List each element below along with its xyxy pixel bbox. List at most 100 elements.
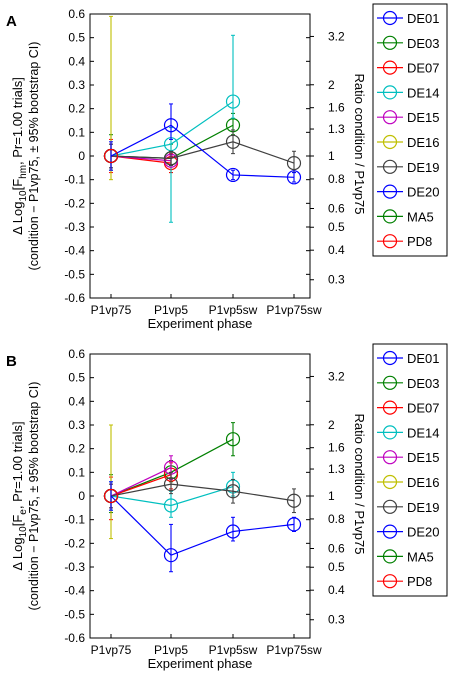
legend-label: DE20 (407, 525, 440, 540)
legend-marker (382, 159, 398, 174)
y-tick-label: -0.1 (64, 173, 85, 187)
y-tick-label: -0.1 (64, 513, 85, 527)
series-de14 (103, 34, 241, 223)
legend-marker (382, 524, 398, 539)
data-point (286, 170, 302, 185)
legend-label: DE07 (407, 401, 440, 416)
x-axis-label: Experiment phase (148, 656, 253, 671)
ratio-tick-label: 0.6 (328, 542, 345, 556)
series-line (110, 101, 234, 157)
x-tick-label: P1vp75sw (266, 643, 322, 657)
y-tick-label: 0.4 (68, 394, 85, 408)
y-tick-label: 0.3 (68, 78, 85, 92)
legend-marker (382, 474, 398, 490)
ratio-tick-label: 0.3 (328, 273, 345, 287)
y-tick-label: -0.3 (64, 220, 85, 234)
y-axis-label-line2: (condition − P1vp75, ± 95% bootstrap CI) (27, 42, 41, 271)
legend-marker (382, 425, 398, 440)
series-pd8 (103, 148, 119, 164)
y-tick-label: 0 (78, 149, 85, 163)
data-point (163, 548, 179, 563)
x-tick-label: P1vp5sw (209, 643, 258, 657)
series-group (103, 15, 302, 223)
legend-label: DE16 (407, 475, 440, 490)
data-point (163, 477, 179, 492)
legend-marker (382, 450, 398, 465)
right-axis-label: Ratio condition / P1vp75 (352, 74, 367, 215)
data-point (286, 517, 302, 532)
ratio-tick-label: 0.8 (328, 172, 345, 186)
ratio-tick-label: 1.3 (328, 122, 345, 136)
x-tick-label: P1vp75 (91, 643, 132, 657)
ratio-tick-label: 0.3 (328, 613, 345, 627)
y-tick-label: 0.6 (68, 7, 85, 21)
legend-marker (382, 60, 398, 75)
legend-marker (382, 134, 398, 150)
y-tick-label: -0.2 (64, 536, 85, 550)
y-tick-label: 0.1 (68, 125, 85, 139)
ratio-tick-label: 0.5 (328, 220, 345, 234)
series-de19 (103, 471, 302, 514)
ratio-tick-label: 3.2 (328, 369, 345, 383)
series-pd8 (103, 488, 119, 504)
y-tick-label: 0.6 (68, 347, 85, 361)
data-point (286, 493, 302, 508)
y-tick-label: 0.5 (68, 31, 85, 45)
legend-label: DE15 (407, 450, 440, 465)
x-axis-label: Experiment phase (148, 316, 253, 331)
ratio-tick-label: 1 (328, 489, 335, 503)
series-line (110, 495, 295, 556)
legend-marker (382, 549, 398, 564)
ratio-tick-label: 1.6 (328, 101, 345, 115)
legend-label: DE07 (407, 61, 440, 76)
legend-marker (382, 35, 398, 50)
x-tick-label: P1vp5sw (209, 303, 258, 317)
right-axis-label: Ratio condition / P1vp75 (352, 414, 367, 555)
legend-label: DE01 (407, 351, 440, 366)
legend-label: DE20 (407, 185, 440, 200)
series-group (103, 422, 302, 573)
y-axis-label-line1: Δ Log10[Fe, Pr=1.00 trials] (10, 421, 29, 570)
x-tick-label: P1vp75 (91, 303, 132, 317)
ratio-tick-label: 2 (328, 78, 335, 92)
ratio-tick-label: 1.3 (328, 462, 345, 476)
data-point (286, 156, 302, 171)
legend-label: DE03 (407, 36, 440, 51)
legend-marker (382, 350, 398, 366)
y-tick-label: -0.4 (64, 244, 85, 258)
y-tick-label: -0.5 (64, 607, 85, 621)
data-point (225, 432, 241, 447)
ratio-tick-label: 1.6 (328, 441, 345, 455)
data-point (103, 488, 119, 504)
y-tick-label: 0.5 (68, 371, 85, 385)
legend-label: DE03 (407, 376, 440, 391)
legend-label: DE15 (407, 110, 440, 125)
ratio-tick-label: 3.2 (328, 29, 345, 43)
legend-marker (382, 499, 398, 514)
y-tick-label: -0.6 (64, 291, 85, 305)
legend-label: DE14 (407, 425, 440, 440)
legend-label: DE19 (407, 160, 440, 175)
legend-label: DE14 (407, 85, 440, 100)
y-tick-label: -0.3 (64, 560, 85, 574)
legend-label: MA5 (407, 209, 434, 224)
y-tick-label: 0.2 (68, 102, 85, 116)
series-line (110, 467, 172, 497)
y-tick-label: 0.4 (68, 54, 85, 68)
ratio-tick-label: 0.6 (328, 202, 345, 216)
y-tick-label: -0.6 (64, 631, 85, 645)
x-tick-label: P1vp5 (154, 303, 188, 317)
legend-label: DE19 (407, 500, 440, 515)
y-tick-label: 0.2 (68, 442, 85, 456)
legend-marker (382, 574, 398, 589)
y-tick-label: 0.1 (68, 465, 85, 479)
legend-marker (382, 400, 398, 415)
chart-panel-a: A -0.6 -0.5 -0.4 -0.3 -0.2 -0.1 0 0.1 0.2 0.3 0.4 0.… (6, 3, 448, 331)
legend-box (372, 343, 448, 597)
legend-marker (382, 375, 398, 390)
series-line (110, 474, 172, 497)
legend-label: PD8 (407, 574, 432, 589)
data-point (225, 167, 241, 183)
y-tick-label: 0.3 (68, 418, 85, 432)
